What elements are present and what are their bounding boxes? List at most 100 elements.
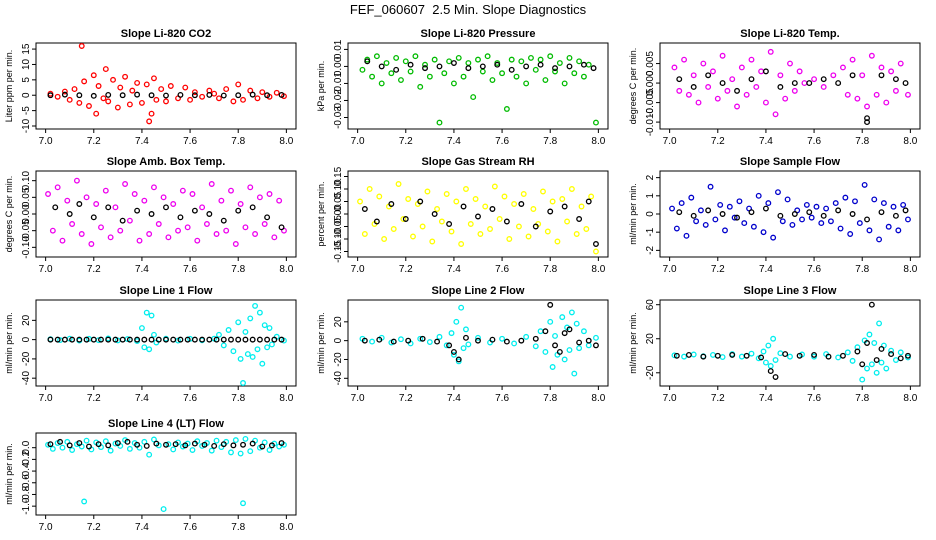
x-tick-label: 8.0 — [279, 136, 293, 147]
x-tick-label: 7.8 — [231, 522, 245, 533]
data-point — [76, 440, 83, 446]
data-point — [177, 336, 184, 343]
data-point — [131, 191, 138, 197]
y-tick-label: 10 — [21, 58, 32, 70]
data-point — [153, 440, 160, 447]
data-point — [59, 444, 66, 451]
data-point — [719, 52, 726, 59]
data-point — [66, 442, 73, 449]
data-point — [475, 56, 481, 63]
data-point — [252, 302, 259, 309]
data-point — [518, 201, 525, 207]
data-point — [402, 216, 409, 222]
series-selected — [676, 205, 909, 223]
x-tick-label: 8.0 — [279, 264, 293, 275]
y-axis-label: kPa per min. — [316, 61, 326, 112]
data-point — [671, 352, 678, 359]
data-point — [220, 441, 227, 448]
y-tick-label: -0.010 — [645, 107, 656, 136]
data-point — [547, 208, 554, 215]
data-point — [136, 237, 143, 244]
data-point — [146, 451, 153, 458]
data-point — [673, 352, 680, 359]
data-point — [107, 234, 114, 241]
data-point — [81, 78, 88, 85]
data-point — [693, 218, 700, 225]
data-point — [417, 198, 424, 205]
y-tick-label: -0.10 — [21, 236, 32, 259]
data-point — [852, 198, 858, 205]
x-tick-label: 7.4 — [447, 264, 461, 275]
data-point — [446, 221, 453, 227]
data-point — [585, 198, 592, 205]
data-point — [105, 204, 112, 211]
data-point — [767, 48, 774, 55]
data-point — [700, 353, 707, 360]
y-tick-label: 0 — [645, 211, 656, 217]
data-point — [264, 214, 271, 221]
data-point — [556, 348, 563, 355]
data-point — [141, 336, 148, 343]
data-point — [580, 73, 587, 80]
data-point — [206, 336, 213, 343]
data-point — [254, 95, 261, 102]
data-point — [571, 370, 578, 377]
data-point — [76, 99, 83, 106]
y-tick-label: 15 — [21, 43, 32, 55]
panel-title: Slope Li-820 CO2 — [121, 28, 211, 40]
data-point — [69, 221, 76, 227]
data-point — [119, 336, 126, 343]
data-point — [102, 66, 109, 73]
data-point — [508, 56, 515, 63]
data-point — [540, 188, 546, 195]
data-point — [151, 331, 157, 338]
data-point — [552, 65, 558, 72]
data-point — [787, 353, 793, 360]
data-point — [734, 87, 740, 94]
data-point — [45, 191, 51, 197]
panel-6: Slope Sample Flow 7.0 7.2 7.4 7.6 7.8 8.0 2 1 0 -1… — [628, 156, 921, 275]
data-point — [782, 351, 789, 358]
data-point — [743, 352, 750, 359]
data-point — [57, 438, 64, 445]
data-point — [88, 241, 95, 247]
data-point — [897, 60, 904, 67]
data-point — [544, 228, 551, 235]
data-point — [235, 207, 242, 214]
data-point — [484, 53, 491, 60]
data-point — [90, 214, 97, 221]
data-point — [134, 441, 141, 448]
data-point — [114, 440, 121, 446]
data-point — [256, 194, 263, 201]
data-point — [426, 339, 433, 346]
panel-7: Slope Line 1 Flow 7.0 7.2 7.4 7.6 7.8 8.0 20 0 -2… — [4, 285, 297, 404]
data-point — [789, 221, 796, 228]
data-point — [685, 351, 692, 358]
series-all-samples — [47, 43, 287, 125]
x-tick-label: 7.0 — [351, 264, 365, 275]
data-point — [146, 231, 153, 237]
data-point — [741, 220, 748, 227]
y-axis-label: ml/min per min. — [628, 312, 638, 374]
data-point — [278, 336, 285, 343]
data-point — [393, 66, 400, 73]
data-point — [791, 80, 798, 87]
data-point — [840, 64, 846, 71]
data-point — [256, 336, 263, 343]
data-point — [799, 216, 805, 223]
data-point — [230, 442, 237, 449]
data-point — [448, 228, 455, 235]
data-point — [847, 231, 854, 237]
figure-title: FEF_060607 2.5 Min. Slope Diagnostics — [349, 2, 587, 17]
data-point — [525, 233, 532, 240]
data-point — [897, 355, 904, 362]
data-point — [890, 203, 897, 210]
data-point — [405, 196, 412, 202]
y-tick-label: 0.05 — [333, 191, 344, 211]
x-tick-label: 7.8 — [543, 264, 557, 275]
data-point — [410, 233, 416, 240]
data-point — [247, 448, 254, 455]
data-point — [844, 91, 851, 98]
series-selected — [361, 198, 599, 247]
x-tick-label: 7.2 — [399, 136, 413, 147]
